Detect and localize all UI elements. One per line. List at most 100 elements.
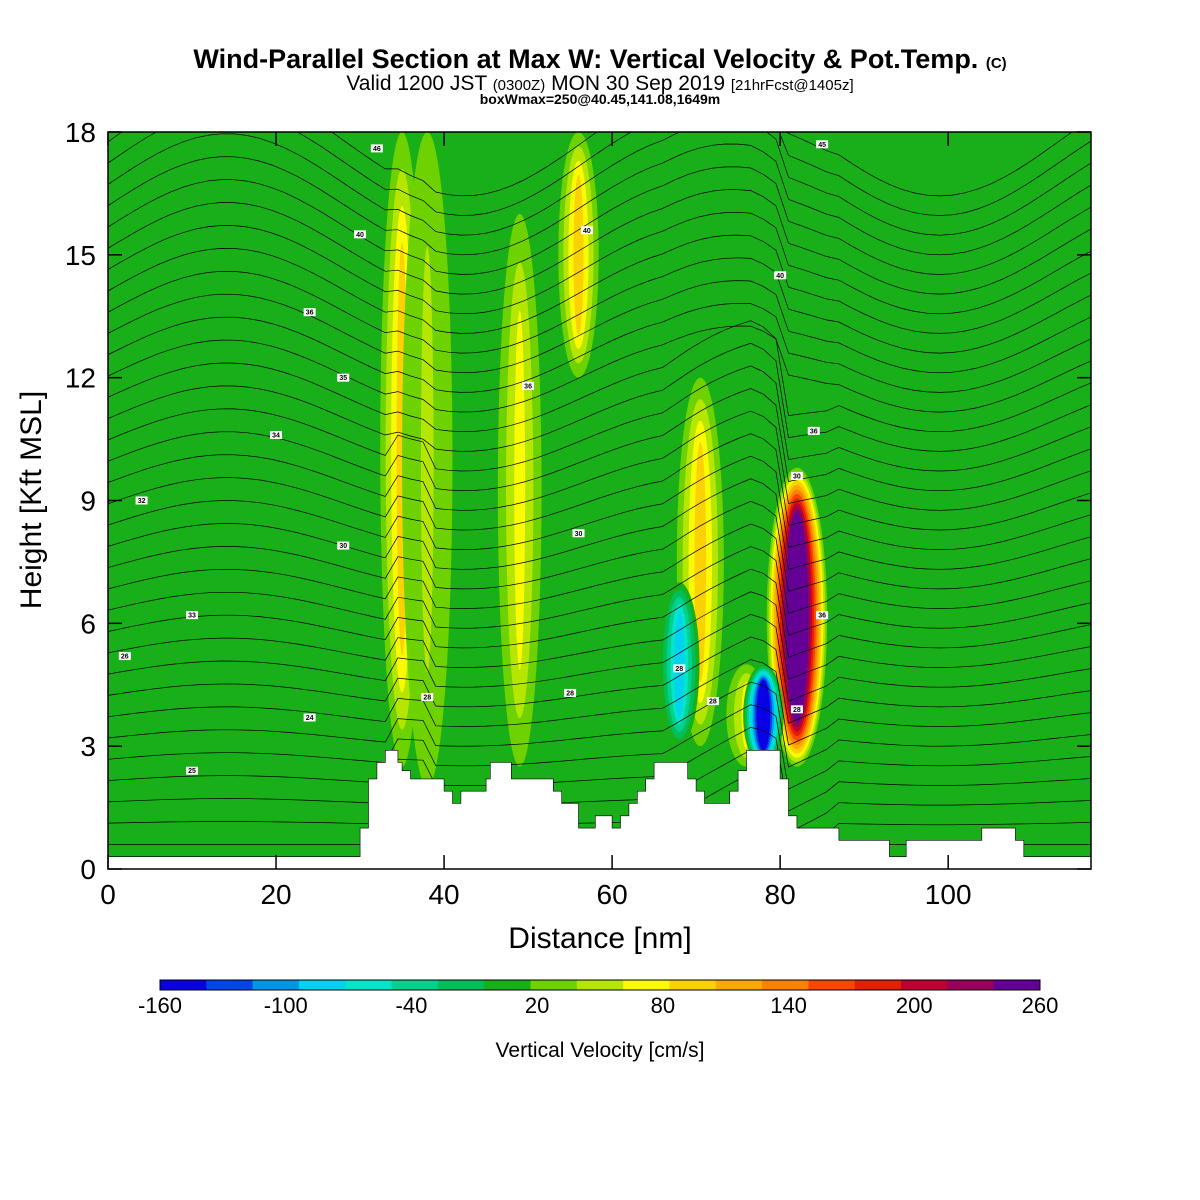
isentrope-line	[108, 727, 1091, 812]
velocity-bands	[380, 132, 828, 788]
isentrope-label: 30	[572, 529, 585, 538]
isentrope-label-text: 36	[818, 613, 826, 620]
isentrope-label: 40	[774, 271, 787, 280]
colorbar-swatch	[576, 980, 624, 990]
colorbar-tick-label: 80	[651, 993, 675, 1018]
valid-prefix: Valid 1200 JST	[346, 72, 487, 95]
colorbar-tick-label: 260	[1022, 993, 1059, 1018]
isentrope-label-text: 24	[306, 715, 314, 722]
x-tick-label: 20	[260, 879, 291, 910]
colorbar-frame	[159, 979, 1041, 991]
isentrope-label-bg	[774, 271, 787, 280]
isentrope-line	[108, 568, 1091, 658]
x-tick-label: 0	[100, 879, 116, 910]
isentrope-label-bg	[816, 140, 829, 149]
isentrope-label-bg	[807, 426, 820, 435]
velocity-band-3-3	[573, 174, 584, 335]
isentrope-line	[108, 166, 1091, 275]
isentrope-label: 36	[807, 426, 820, 435]
isentrope-label-bg	[270, 430, 283, 439]
isentrope-label-bg	[522, 381, 535, 390]
box-info: boxWmax=250@40.45,141.08,1649m	[479, 91, 721, 107]
isentrope-line	[108, 636, 1091, 724]
plot-background	[108, 132, 1091, 869]
isentrope-line	[108, 455, 1091, 550]
isentrope-label: 28	[421, 693, 434, 702]
x-tick-label: 100	[925, 879, 972, 910]
y-tick-label: 3	[80, 731, 96, 762]
isentrope-line	[108, 591, 1091, 680]
terrain	[108, 750, 1091, 869]
isentrope-label-text: 36	[306, 310, 314, 317]
isentrope-label-bg	[370, 144, 383, 153]
forecast-info: [21hrFcst@1405z]	[730, 77, 854, 94]
colorbar-swatch	[808, 980, 856, 990]
isentrope-label-text: 30	[793, 473, 801, 480]
valid-zulu: (0300Z)	[492, 77, 546, 94]
isentrope-label: 34	[270, 430, 283, 439]
colorbar-tick-label: 20	[525, 993, 549, 1018]
isentrope-line	[108, 614, 1091, 702]
isentrope-line	[108, 132, 1073, 197]
isentrope-label: 35	[337, 373, 350, 382]
isentrope-label-text: 40	[583, 228, 591, 235]
valid-time-line: Valid 1200 JST (0300Z) MON 30 Sep 2019 […	[0, 72, 1200, 96]
isentrope-line	[108, 132, 1091, 216]
isentrope-line	[108, 325, 1091, 413]
isentrope-line	[108, 211, 1091, 315]
isentrope-label-text: 36	[524, 383, 532, 390]
isentrope-line	[108, 143, 1091, 256]
isentrope-label-bg	[186, 611, 199, 620]
isentrope-label-text: 32	[138, 498, 146, 505]
colorbar-swatch	[762, 980, 809, 990]
isentrope-line	[108, 478, 1091, 570]
isentrope-label: 36	[522, 381, 535, 390]
colorbar-tick-label: -100	[264, 993, 308, 1018]
isentrope-label-text: 28	[709, 699, 717, 706]
isentrope-line	[108, 257, 1091, 354]
velocity-band-4-3	[694, 442, 707, 682]
isentrope-line	[108, 365, 1091, 472]
isentrope-line	[108, 704, 1091, 790]
isentrope-label: 40	[580, 226, 593, 235]
isentrope-line	[108, 342, 1091, 452]
isentrope-label-text: 30	[575, 531, 583, 538]
y-axis-label: Height [Kft MSL]	[15, 391, 48, 609]
isentrope-label: 40	[354, 230, 367, 239]
isentrope-label-text: 26	[121, 654, 129, 661]
isentrope-label-text: 40	[776, 273, 784, 280]
isentrope-label-text: 28	[566, 690, 574, 697]
isentrope-label: 28	[564, 688, 577, 697]
colorbar-swatch	[160, 980, 207, 990]
colorbar-swatch	[252, 980, 300, 990]
y-tick-label: 15	[65, 240, 96, 271]
velocity-band-1-1	[420, 246, 434, 673]
colorbar-swatch	[715, 980, 763, 990]
x-tick-label: 60	[597, 879, 628, 910]
isentrope-label: 28	[706, 697, 719, 706]
colorbar-swatch	[669, 980, 717, 990]
isentrope-line	[108, 433, 1091, 531]
velocity-band-2-2	[514, 310, 526, 670]
y-tick-label: 9	[80, 486, 96, 517]
isentrope-label-bg	[564, 688, 577, 697]
isentrope-label-bg	[303, 308, 316, 317]
colorbar-tick-label: -160	[138, 993, 182, 1018]
isentrope-label-bg	[186, 766, 199, 775]
isentrope-line	[108, 546, 1091, 636]
isentrope-label: 30	[337, 541, 350, 550]
isentrope-label: 28	[790, 705, 803, 714]
isentrope-label: 33	[186, 611, 199, 620]
velocity-band-7-8	[758, 682, 769, 749]
isentrope-line	[108, 302, 1091, 393]
valid-date: MON 30 Sep 2019	[551, 72, 725, 95]
isentrope-label-bg	[135, 496, 148, 505]
isentrope-line	[108, 501, 1091, 592]
isentrope-label-text: 33	[188, 613, 196, 620]
isentrope-label-bg	[790, 471, 803, 480]
isentrope-line	[108, 659, 1091, 746]
colorbar-swatch	[623, 980, 670, 990]
isentrope-label: 36	[816, 611, 829, 620]
